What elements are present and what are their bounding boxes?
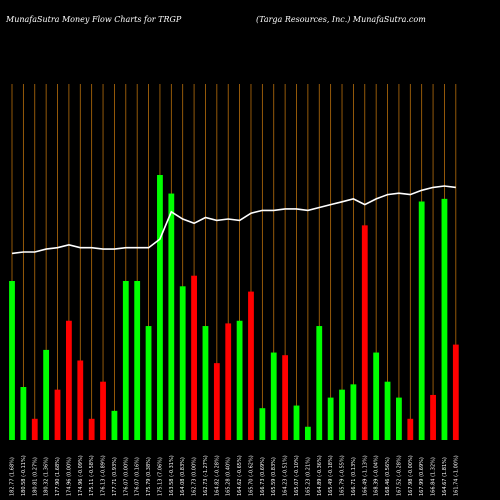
chart-title-left: MunafaSutra Money Flow Charts for TRGP (6, 15, 182, 24)
x-tick-label: 164.62 (-0.65%) (237, 455, 243, 496)
money-flow-bar (418, 201, 425, 440)
chart-title-right: (Targa Resources, Inc.) MunafaSutra.com (256, 15, 426, 24)
x-tick-label: 162.73 (0.00%) (192, 457, 198, 496)
money-flow-bar (179, 286, 186, 440)
x-tick-label: 167.52 (-0.28%) (396, 455, 402, 496)
money-flow-bar (168, 193, 175, 440)
money-flow-bar (43, 349, 50, 440)
x-tick-label: 162.73 (-1.27%) (203, 455, 209, 496)
x-tick-label: 180.58 (-0.11%) (21, 455, 27, 496)
x-tick-label: 163.58 (-0.31%) (169, 455, 175, 496)
money-flow-bar (191, 275, 197, 440)
x-tick-label: 168.46 (0.56%) (385, 457, 391, 496)
money-flow-bar (361, 225, 368, 440)
money-flow-bar (293, 405, 300, 440)
money-flow-bar (213, 363, 220, 440)
money-flow-bar (100, 381, 106, 440)
money-flow-bar (282, 355, 289, 440)
money-flow-bar (316, 326, 323, 440)
x-tick-label: 175.11 (-0.58%) (89, 455, 95, 496)
x-tick-label: 176.07 (0.16%) (135, 457, 141, 496)
x-tick-label: 176.07 (0.00%) (123, 457, 129, 496)
x-tick-label: 175.79 (0.38%) (146, 457, 152, 496)
money-flow-bar (111, 410, 118, 440)
x-tick-label: 164.23 (-0.51%) (283, 455, 289, 496)
money-flow-bar (66, 320, 72, 440)
money-flow-bar (327, 397, 334, 440)
x-tick-label: 164.67 (1.81%) (442, 457, 448, 496)
money-flow-bar (407, 418, 414, 440)
x-tick-label: 165.59 (0.83%) (271, 457, 277, 496)
x-tick-label: 168.39 (-0.04%) (374, 455, 380, 496)
money-flow-bar (350, 384, 357, 440)
money-flow-bar (304, 426, 311, 440)
money-flow-bar (225, 323, 232, 440)
x-tick-label: 175.13 (7.06%) (157, 457, 163, 496)
money-flow-bar (202, 326, 209, 440)
money-flow-bar (270, 352, 277, 440)
x-tick-label: 176.13 (-0.89%) (101, 455, 107, 496)
x-tick-label: 182.77 (1.68%) (10, 457, 16, 496)
money-flow-bar (430, 394, 436, 440)
money-flow-bar (122, 281, 129, 440)
x-tick-label: 165.07 (-0.10%) (294, 455, 300, 496)
x-tick-label: 180.81 (0.27%) (32, 457, 38, 496)
money-flow-bar (373, 352, 380, 440)
x-tick-label: 164.82 (-0.28%) (214, 455, 220, 496)
x-tick-label: 177.71 (0.93%) (112, 457, 118, 496)
money-flow-bar (236, 320, 243, 440)
x-tick-label: 177.90 (1.68%) (55, 457, 61, 496)
x-tick-label: 165.70 (-0.62%) (248, 455, 254, 496)
x-tick-label: 167.99 (0.69%) (419, 457, 425, 496)
money-flow-bar (31, 418, 38, 440)
x-tick-label: 180.32 (1.36%) (44, 457, 50, 496)
x-tick-label: 167.98 (-0.00%) (408, 455, 414, 496)
x-tick-label: 166.49 (-1.13%) (362, 455, 368, 496)
money-flow-bar (20, 387, 27, 440)
x-tick-label: 164.89 (-0.36%) (317, 455, 323, 496)
money-flow-bar (88, 418, 95, 440)
money-flow-bar (259, 408, 266, 440)
x-tick-label: 161.74 (-1.00%) (453, 455, 459, 496)
money-flow-bar (339, 389, 345, 440)
money-flow-bar (134, 281, 141, 440)
x-tick-label: 174.96 (-0.09%) (78, 455, 84, 496)
x-tick-label: 164.08 (0.83%) (180, 457, 186, 496)
x-tick-label: 165.28 (0.40%) (226, 457, 232, 496)
money-flow-bar (145, 326, 152, 440)
money-flow-bar (157, 175, 163, 440)
x-tick-label: 166.73 (0.69%) (260, 457, 266, 496)
money-flow-bar (452, 344, 459, 440)
x-tick-label: 165.23 (0.21%) (305, 457, 311, 496)
x-tick-label: 165.79 (-0.55%) (340, 455, 346, 496)
x-tick-label: 166.84 (1.32%) (431, 457, 437, 496)
money-flow-bar (441, 198, 448, 440)
money-flow-bar (77, 360, 84, 440)
x-tick-label: 174.96 (0.00%) (66, 457, 72, 496)
price-line (11, 185, 456, 255)
x-tick-label: 165.49 (-0.18%) (328, 455, 334, 496)
money-flow-bar (384, 381, 391, 440)
money-flow-bar (9, 281, 15, 440)
money-flow-bar (248, 291, 254, 440)
money-flow-bar (396, 397, 402, 440)
x-tick-label: 166.71 (0.13%) (351, 457, 357, 496)
money-flow-bar (54, 389, 61, 440)
